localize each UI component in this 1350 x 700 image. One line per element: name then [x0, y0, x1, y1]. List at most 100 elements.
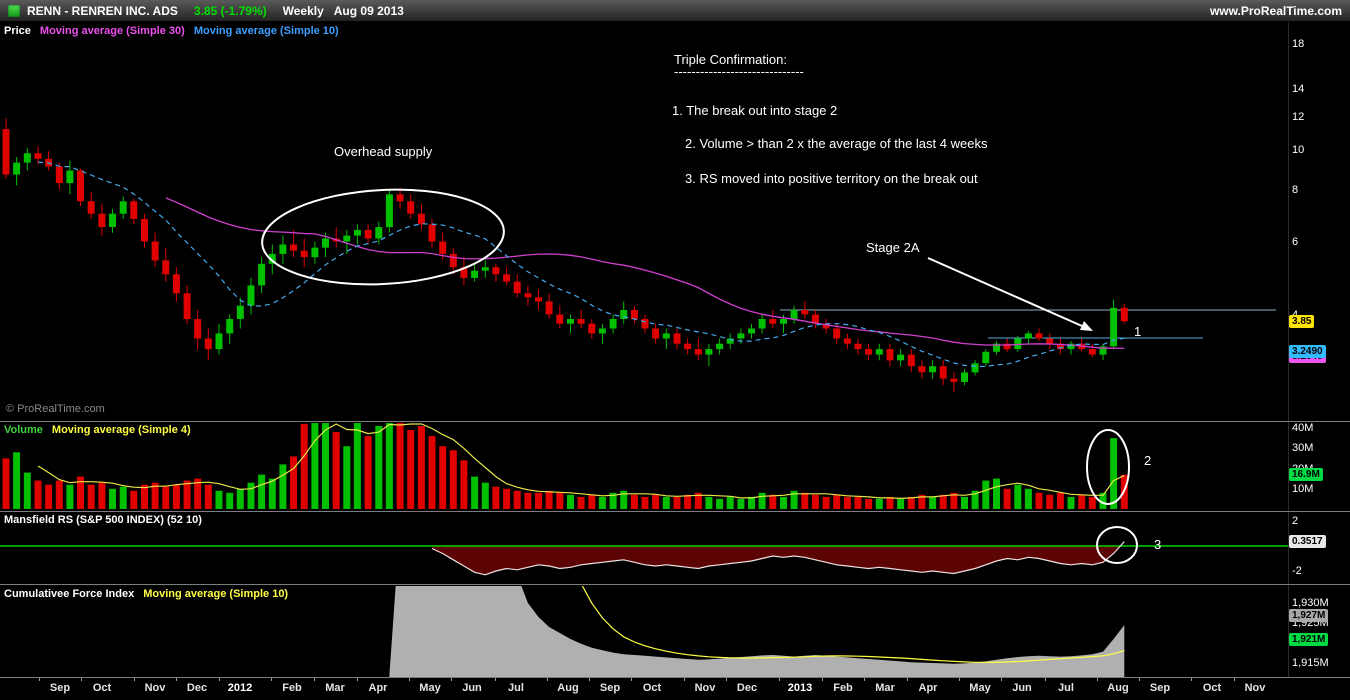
time-axis-tick: [39, 678, 40, 681]
time-axis-tick: [81, 678, 82, 681]
stage2a-arrow-line[interactable]: [927, 257, 1083, 327]
time-axis-tick: [779, 678, 780, 681]
time-axis-tick: [1001, 678, 1002, 681]
time-axis-tick: [959, 678, 960, 681]
overhead-supply-note[interactable]: Overhead supply: [334, 144, 433, 159]
month-label: Nov: [144, 682, 166, 694]
month-label: Feb: [833, 682, 853, 694]
triple-confirmation-item-3[interactable]: 3. RS moved into positive territory on t…: [685, 171, 978, 186]
month-label: Sep: [49, 682, 71, 694]
time-axis-tick: [271, 678, 272, 681]
marker-3: 3: [1154, 537, 1162, 552]
price-panel-graphics: [2, 118, 1276, 392]
volume-ma-indicator-label[interactable]: Moving average (Simple 4): [51, 424, 191, 436]
month-label: Mar: [325, 682, 345, 694]
marker-1: 1: [1134, 324, 1142, 339]
rs-group: [0, 541, 1288, 576]
volume-ma-line: [37, 423, 1125, 500]
rs-negative-fill: [432, 546, 1125, 575]
month-label: Aug: [1107, 682, 1129, 694]
price-ma10-line: [37, 161, 1125, 368]
rs-line: [431, 541, 1125, 576]
last-price-change: 3.85 (-1.79%): [193, 3, 267, 18]
cfi-label: Cumulativee Force Index: [4, 588, 135, 600]
ma30-indicator-label[interactable]: Moving average (Simple 30): [39, 25, 185, 37]
panel-divider[interactable]: [0, 421, 1350, 422]
time-axis-tick: [1191, 678, 1192, 681]
month-label: Apr: [918, 682, 938, 694]
symbol-title: RENN - RENREN INC. ADS: [27, 3, 178, 18]
overhead-supply-ellipse[interactable]: [260, 184, 507, 291]
panel-divider[interactable]: [0, 511, 1350, 512]
month-label: Sep: [599, 682, 621, 694]
price-axis-column[interactable]: [1288, 22, 1350, 678]
cfi-area: [389, 586, 1125, 677]
month-label: Sep: [1149, 682, 1171, 694]
volume-panel-header: Volume Moving average (Simple 4): [4, 424, 191, 436]
month-label: Dec: [736, 682, 758, 694]
cfi-ma-indicator-label[interactable]: Moving average (Simple 10): [143, 588, 289, 600]
month-label: Apr: [368, 682, 388, 694]
month-label: Nov: [1244, 682, 1266, 694]
time-axis-tick: [357, 678, 358, 681]
month-label: Oct: [92, 682, 112, 694]
month-label: Nov: [694, 682, 716, 694]
month-label: Feb: [282, 682, 302, 694]
stage2a-arrow-head: [1080, 321, 1093, 331]
volume-spike-ellipse[interactable]: [1086, 429, 1130, 505]
time-axis-tick: [547, 678, 548, 681]
time-axis[interactable]: Sep Oct Nov Dec 2012 Feb Mar Apr May Jun Jul Aug Sep…: [0, 678, 1350, 700]
time-axis-tick: [726, 678, 727, 681]
price-ma30-line: [165, 197, 1125, 350]
panel-divider[interactable]: [0, 584, 1350, 585]
time-axis-tick: [864, 678, 865, 681]
price-label: Price: [4, 25, 31, 37]
month-label: Oct: [1202, 682, 1222, 694]
date-label: Aug 09 2013: [333, 3, 404, 18]
month-label: May: [969, 682, 991, 694]
drawing-annotations: [260, 184, 1138, 564]
marker-2: 2: [1144, 453, 1152, 468]
cfi-area-group: [389, 586, 1125, 677]
month-label: Jul: [508, 682, 524, 694]
ma10-indicator-label[interactable]: Moving average (Simple 10): [193, 25, 339, 37]
time-axis-tick: [1097, 678, 1098, 681]
price-panel-header: Price Moving average (Simple 30) Moving …: [4, 25, 339, 37]
timeframe-label[interactable]: Weekly: [282, 3, 324, 18]
month-label: 2012: [227, 682, 253, 694]
month-label: Oct: [642, 682, 662, 694]
mansfield-rs-label[interactable]: Mansfield RS (S&P 500 INDEX) (52 10): [4, 514, 202, 526]
rs-breakout-circle[interactable]: [1096, 526, 1138, 564]
triple-confirmation-title[interactable]: Triple Confirmation:: [674, 52, 787, 67]
month-label: Dec: [186, 682, 208, 694]
time-axis-tick: [314, 678, 315, 681]
cfi-panel-header: Cumulativee Force Index Moving average (…: [4, 588, 288, 600]
triple-confirmation-underline: ------------------------------: [674, 64, 804, 79]
time-axis-tick: [134, 678, 135, 681]
time-axis-tick: [495, 678, 496, 681]
month-label: Aug: [557, 682, 579, 694]
stage2a-note[interactable]: Stage 2A: [866, 240, 920, 255]
time-axis-tick: [589, 678, 590, 681]
time-axis-tick: [1139, 678, 1140, 681]
time-axis-tick: [684, 678, 685, 681]
month-label: 2013: [787, 682, 813, 694]
time-axis-tick: [409, 678, 410, 681]
candlestick-series: [2, 118, 1128, 392]
time-axis-tick: [451, 678, 452, 681]
month-label: May: [419, 682, 441, 694]
mansfield-panel-header: Mansfield RS (S&P 500 INDEX) (52 10): [4, 514, 202, 526]
prorealtime-link[interactable]: www.ProRealTime.com: [1209, 3, 1342, 18]
title-bar: RENN - RENREN INC. ADS 3.85 (-1.79%) Wee…: [0, 0, 1350, 22]
time-axis-tick: [176, 678, 177, 681]
triple-confirmation-item-2[interactable]: 2. Volume > than 2 x the average of the …: [685, 136, 988, 151]
month-label: Mar: [875, 682, 895, 694]
app-icon: [8, 4, 20, 17]
time-axis-tick: [822, 678, 823, 681]
month-label: Jun: [1012, 682, 1032, 694]
panel-divider: [0, 677, 1350, 678]
triple-confirmation-item-1[interactable]: 1. The break out into stage 2: [672, 103, 838, 118]
volume-bars: [2, 423, 1128, 510]
